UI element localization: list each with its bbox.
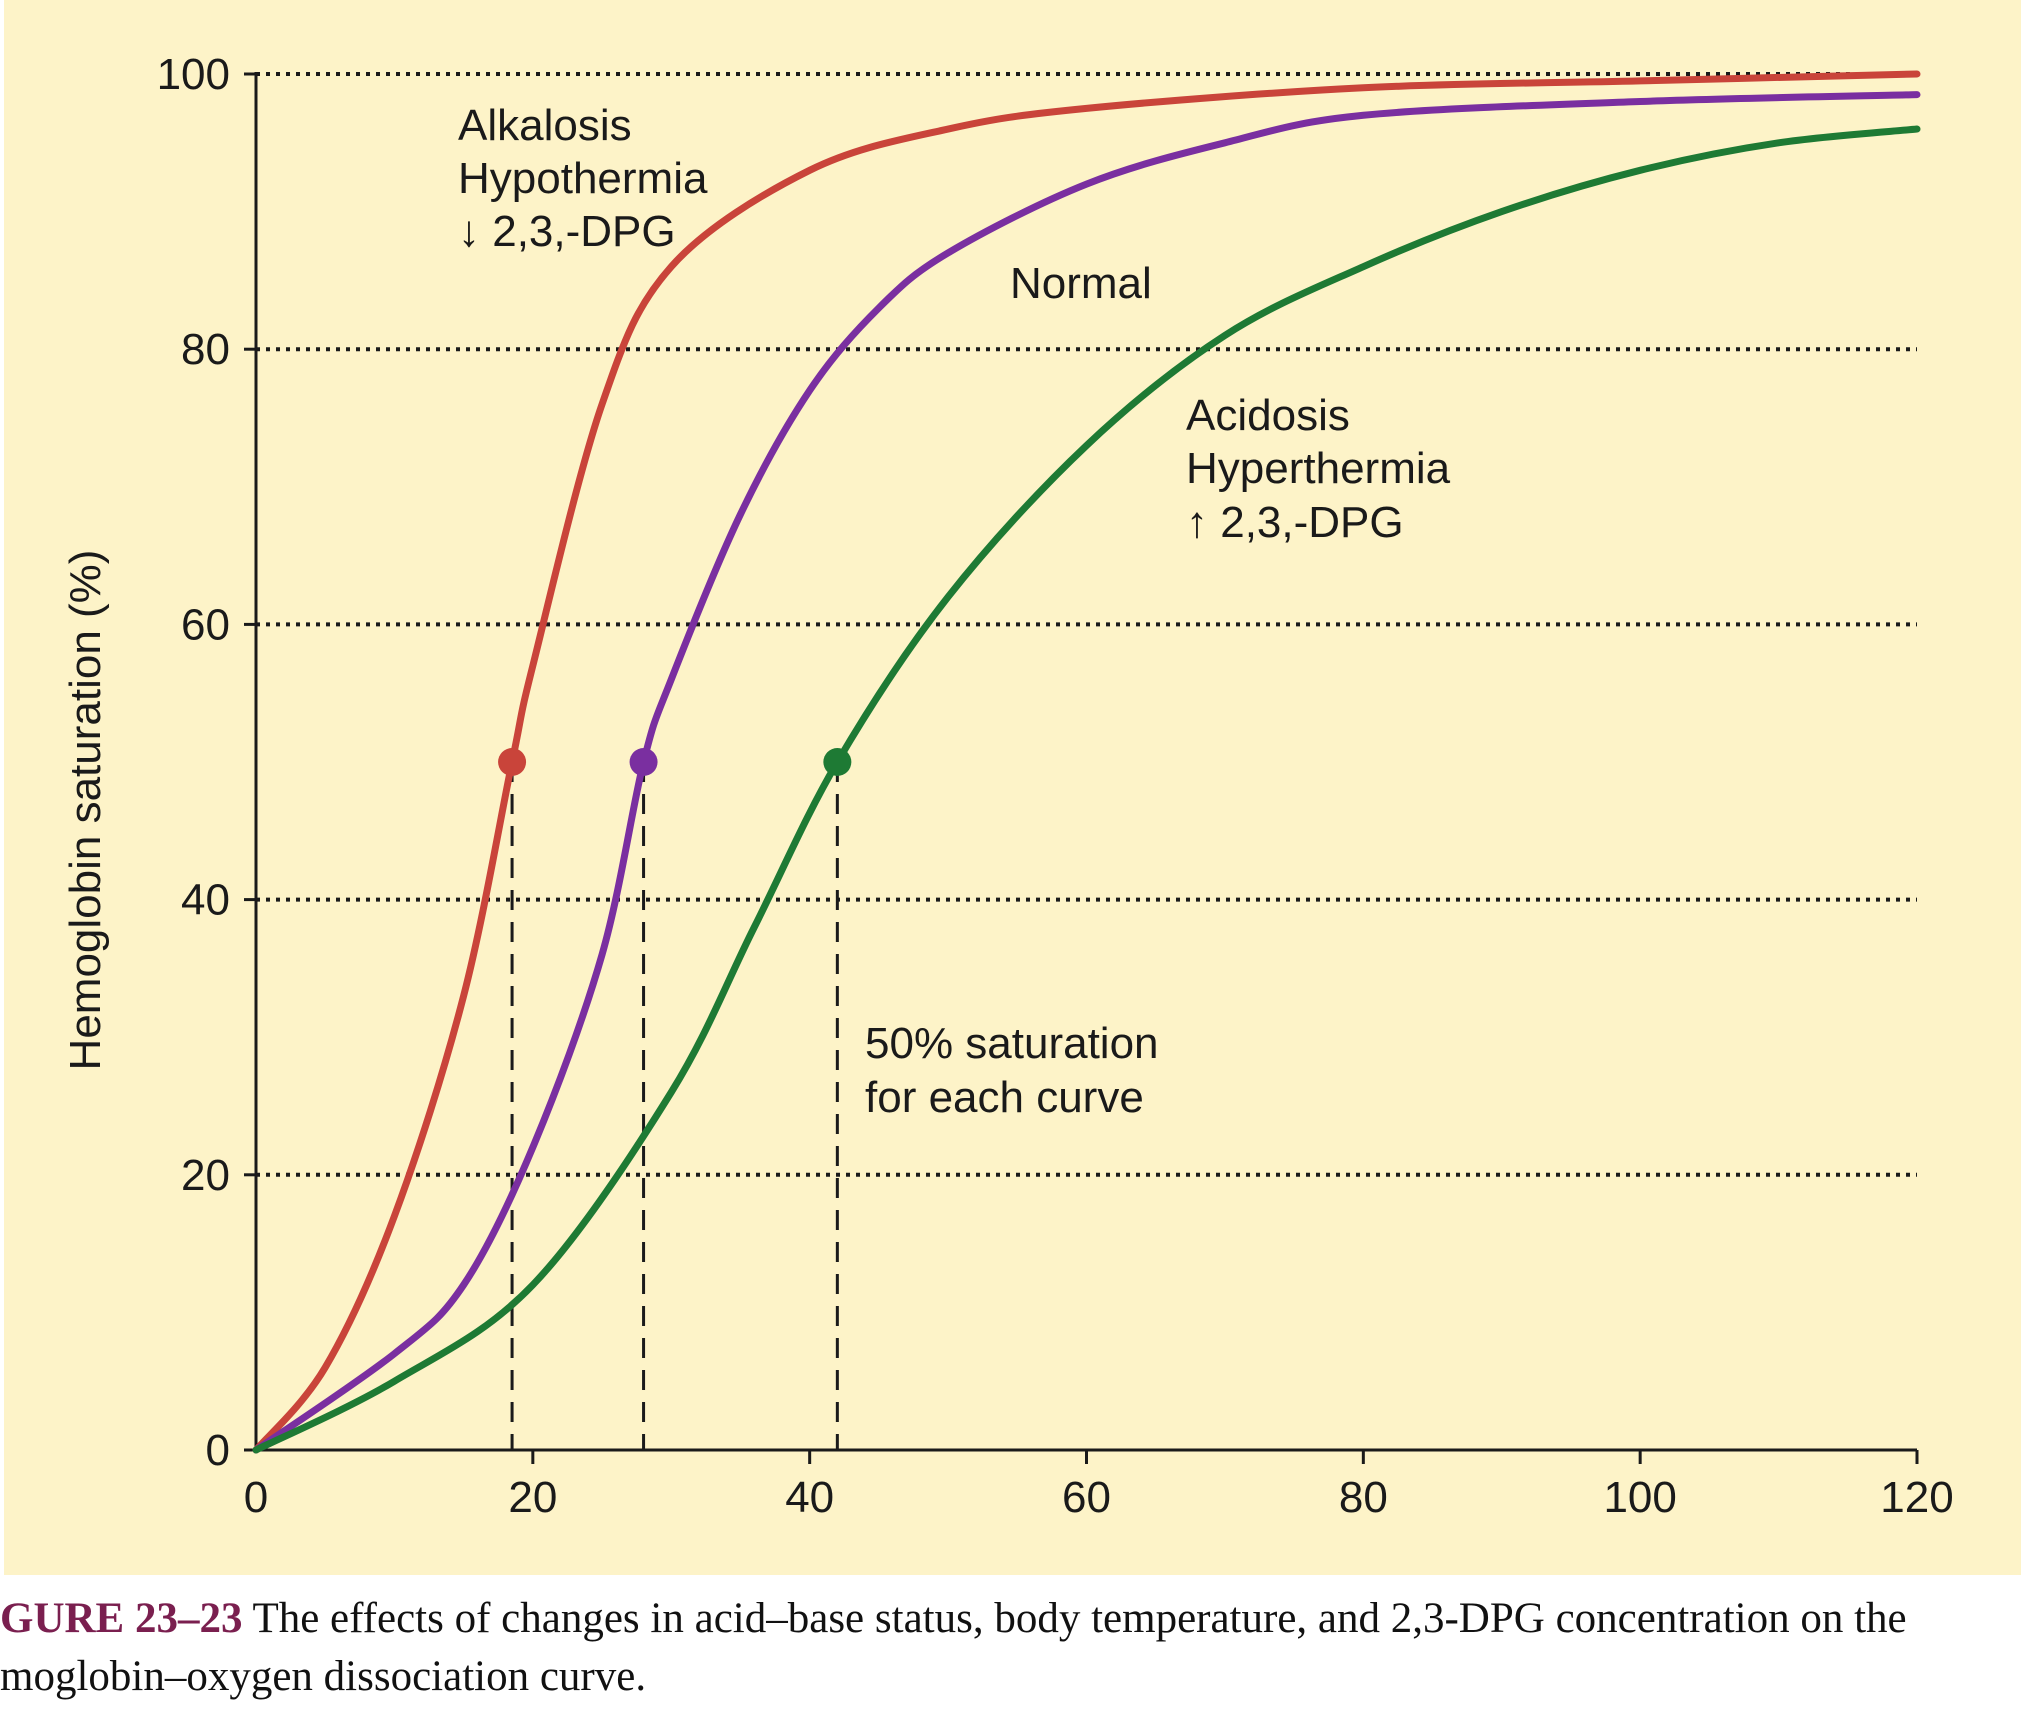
y-tick-label-100: 100	[157, 50, 230, 99]
annotation-right-shift-line2: Hyperthermia	[1186, 444, 1451, 493]
plot-panel	[4, 0, 2021, 1575]
y-tick-label-20: 20	[181, 1151, 230, 1200]
x-tick-label-60: 60	[1062, 1473, 1111, 1522]
grid-layer	[256, 72, 1917, 1177]
p50-dot-layer	[498, 748, 852, 776]
y-tick-label-40: 40	[181, 876, 230, 925]
caption-text-1: The effects of changes in acid–base stat…	[242, 1595, 1907, 1642]
annotation-normal: Normal	[1010, 259, 1152, 308]
y-tick-label-60: 60	[181, 600, 230, 649]
x-tick-label-40: 40	[785, 1473, 834, 1522]
annotation-right-shift-line3: ↑ 2,3,-DPG	[1186, 498, 1404, 547]
caption-line-2: moglobin–oxygen dissociation curve.	[0, 1653, 647, 1700]
series-line-0	[252, 70, 1921, 1454]
axis-layer	[244, 72, 1919, 1464]
p50-dot-2	[823, 748, 852, 776]
caption-line-1: GURE 23–23 The effects of changes in aci…	[0, 1590, 2021, 1648]
annotation-right-shift-line1: Acidosis	[1186, 391, 1350, 440]
p50-dropline-layer	[510, 762, 839, 1450]
x-tick-label-20: 20	[508, 1473, 557, 1522]
annotation-p50-line1: 50% saturation	[865, 1019, 1159, 1068]
series-line-2	[252, 125, 1921, 1454]
p50-dot-1	[629, 748, 658, 776]
x-tick-label-120: 120	[1880, 1473, 1953, 1522]
annotation-left-shift-line2: Hypothermia	[458, 154, 708, 203]
x-tick-label-0: 0	[244, 1473, 268, 1522]
annotation-left-shift-line3: ↓ 2,3,-DPG	[458, 207, 676, 256]
series-layer	[252, 70, 1921, 1454]
y-tick-label-80: 80	[181, 325, 230, 374]
x-tick-label-80: 80	[1339, 1473, 1388, 1522]
x-tick-label-100: 100	[1603, 1473, 1676, 1522]
annotation-p50-line2: for each curve	[865, 1073, 1144, 1122]
y-tick-label-0: 0	[206, 1426, 230, 1475]
tick-label-layer: 0 20 40 60 80 100 120 0 20 40 60 80 100	[157, 50, 1954, 1522]
oxygen-dissociation-chart: 0 20 40 60 80 100 120 0 20 40 60 80 100 Hemoglobin s…	[61, 50, 1954, 1522]
p50-dot-0	[498, 748, 527, 776]
figure-caption: GURE 23–23 The effects of changes in aci…	[0, 1590, 2021, 1706]
figure-label: GURE 23–23	[0, 1595, 243, 1642]
annotation-left-shift-line1: Alkalosis	[458, 101, 632, 150]
y-axis-label: Hemoglobin saturation (%)	[61, 550, 110, 1071]
series-line-1	[252, 91, 1921, 1454]
